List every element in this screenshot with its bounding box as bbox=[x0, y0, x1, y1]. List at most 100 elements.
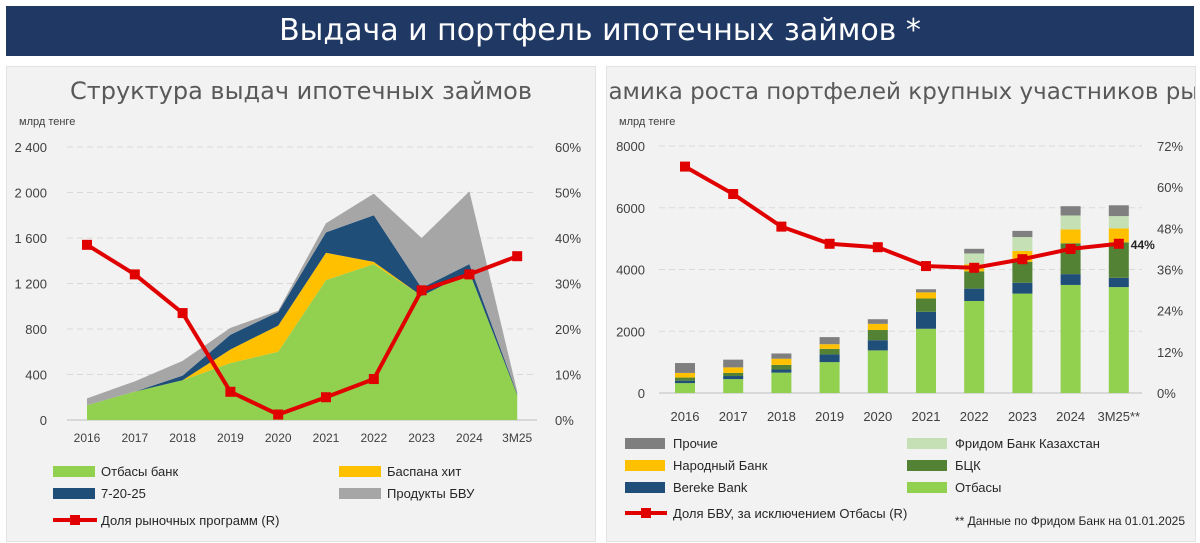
bereke-bar bbox=[916, 311, 936, 329]
y-tick-label: 1 200 bbox=[14, 277, 47, 292]
x-tick-label: 2021 bbox=[313, 431, 340, 445]
y-tick-label: 400 bbox=[25, 368, 47, 383]
share-line-marker bbox=[969, 262, 980, 273]
y-axis-unit-label: млрд тенге bbox=[19, 116, 75, 128]
otbasy-bar bbox=[964, 300, 985, 393]
otbasy-bar bbox=[675, 383, 695, 393]
y2-tick-label: 72% bbox=[1157, 139, 1183, 154]
legend-otbasy-label: Отбасы bbox=[955, 480, 1001, 495]
prochie-bar bbox=[1012, 230, 1033, 238]
legend-7-20-25-label: 7-20-25 bbox=[101, 486, 146, 501]
fridom-bar bbox=[1060, 215, 1081, 230]
prochie-bar bbox=[771, 353, 792, 359]
otbasy-bar bbox=[819, 362, 840, 393]
bck-bar bbox=[675, 377, 695, 381]
x-tick-label: 2023 bbox=[1008, 409, 1037, 424]
x-tick-label: 3M25 bbox=[502, 431, 532, 445]
share-line-marker bbox=[129, 269, 140, 280]
bereke-bar bbox=[723, 376, 744, 380]
otbasy-bar bbox=[771, 372, 792, 393]
x-tick-label: 2020 bbox=[265, 431, 292, 445]
chart-title: Структура выдач ипотечных займов bbox=[70, 77, 532, 105]
y-axis-unit-label: млрд тенге bbox=[619, 116, 675, 128]
y-tick-label: 2 400 bbox=[14, 140, 47, 155]
legend-fridom-swatch bbox=[907, 438, 947, 449]
otbasy-bar bbox=[1060, 284, 1081, 393]
x-tick-label: 2016 bbox=[74, 431, 101, 445]
share-line-marker bbox=[512, 251, 523, 262]
y-tick-label: 4000 bbox=[616, 263, 645, 278]
x-tick-label: 2024 bbox=[1056, 409, 1085, 424]
prochie-bar bbox=[723, 359, 744, 368]
x-tick-label: 2017 bbox=[719, 409, 748, 424]
y-tick-label: 0 bbox=[40, 413, 47, 428]
y2-tick-label: 50% bbox=[555, 186, 581, 201]
narodny-bar bbox=[819, 344, 840, 349]
x-tick-label: 2020 bbox=[863, 409, 892, 424]
narodny-bar bbox=[771, 358, 792, 365]
issuance-structure-panel: Структура выдач ипотечных займов млрд тен… bbox=[6, 66, 596, 542]
x-tick-label: 2016 bbox=[671, 409, 700, 424]
y2-tick-label: 40% bbox=[555, 231, 581, 246]
legend-otbasy-swatch bbox=[907, 482, 947, 493]
bck-bar bbox=[916, 298, 936, 312]
otbasy-bar bbox=[1012, 293, 1033, 393]
legend-share-line-marker bbox=[70, 515, 80, 525]
share-line-marker bbox=[776, 221, 787, 232]
y2-tick-label: 30% bbox=[555, 277, 581, 292]
legend-share-line-label: Доля рыночных программ (R) bbox=[101, 513, 279, 528]
x-tick-label: 2022 bbox=[360, 431, 387, 445]
share-line bbox=[684, 164, 1120, 270]
legend-bvu-label: Продукты БВУ bbox=[387, 486, 475, 501]
share-line-marker bbox=[1065, 243, 1076, 254]
y2-tick-label: 0% bbox=[555, 413, 574, 428]
y-tick-label: 2 000 bbox=[14, 186, 47, 201]
bck-bar bbox=[771, 364, 792, 370]
share-line bbox=[85, 243, 518, 417]
y2-tick-label: 48% bbox=[1157, 221, 1183, 236]
legend-baspana-swatch bbox=[339, 466, 381, 477]
bereke-bar bbox=[675, 380, 695, 384]
prochie-bar bbox=[867, 319, 888, 324]
fridom-bar bbox=[1108, 216, 1129, 229]
y2-tick-label: 36% bbox=[1157, 263, 1183, 278]
bereke-bar bbox=[819, 354, 840, 363]
bck-bar bbox=[867, 330, 888, 341]
otbasy-bar bbox=[1108, 287, 1129, 393]
legend-baspana-label: Баспана хит bbox=[387, 464, 461, 479]
legend-share-line-marker bbox=[641, 508, 651, 518]
share-line-marker bbox=[1113, 238, 1124, 249]
prochie-bar bbox=[1108, 205, 1129, 217]
bck-bar bbox=[1012, 261, 1033, 283]
x-tick-label: 2022 bbox=[960, 409, 989, 424]
legend-fridom-label: Фридом Банк Казахстан bbox=[955, 436, 1100, 451]
share-line-marker bbox=[1017, 254, 1028, 265]
portfolio-growth-chart: Динамика роста портфелей крупных участни… bbox=[607, 79, 1195, 528]
y-tick-label: 2000 bbox=[616, 324, 645, 339]
narodny-bar bbox=[1060, 229, 1081, 244]
share-line-marker bbox=[177, 308, 188, 319]
y-tick-label: 8000 bbox=[616, 139, 645, 154]
y2-tick-label: 20% bbox=[555, 322, 581, 337]
fridom-bar bbox=[1012, 237, 1033, 251]
share-line-marker bbox=[728, 189, 739, 200]
issuance-structure-chart: Структура выдач ипотечных займов млрд тен… bbox=[14, 77, 581, 528]
otbasy-bar bbox=[916, 328, 936, 393]
x-tick-label: 2017 bbox=[121, 431, 148, 445]
bereke-bar bbox=[867, 340, 888, 351]
x-tick-label: 2019 bbox=[217, 431, 244, 445]
legend-otbasy-swatch bbox=[53, 466, 95, 477]
x-tick-label: 2023 bbox=[408, 431, 435, 445]
page-title: Выдача и портфель ипотечных займов * bbox=[279, 13, 921, 48]
share-line-marker bbox=[368, 374, 379, 385]
share-line-marker bbox=[321, 392, 331, 403]
prochie-bar bbox=[675, 363, 695, 373]
y2-tick-label: 24% bbox=[1157, 304, 1183, 319]
portfolio-growth-panel: Динамика роста портфелей крупных участни… bbox=[606, 66, 1196, 542]
y2-tick-label: 60% bbox=[1157, 180, 1183, 195]
bereke-bar bbox=[964, 288, 985, 301]
legend-7-20-25-swatch bbox=[53, 488, 95, 499]
legend-narodny-swatch bbox=[625, 460, 665, 471]
y-tick-label: 0 bbox=[638, 386, 645, 401]
prochie-bar bbox=[964, 248, 985, 254]
